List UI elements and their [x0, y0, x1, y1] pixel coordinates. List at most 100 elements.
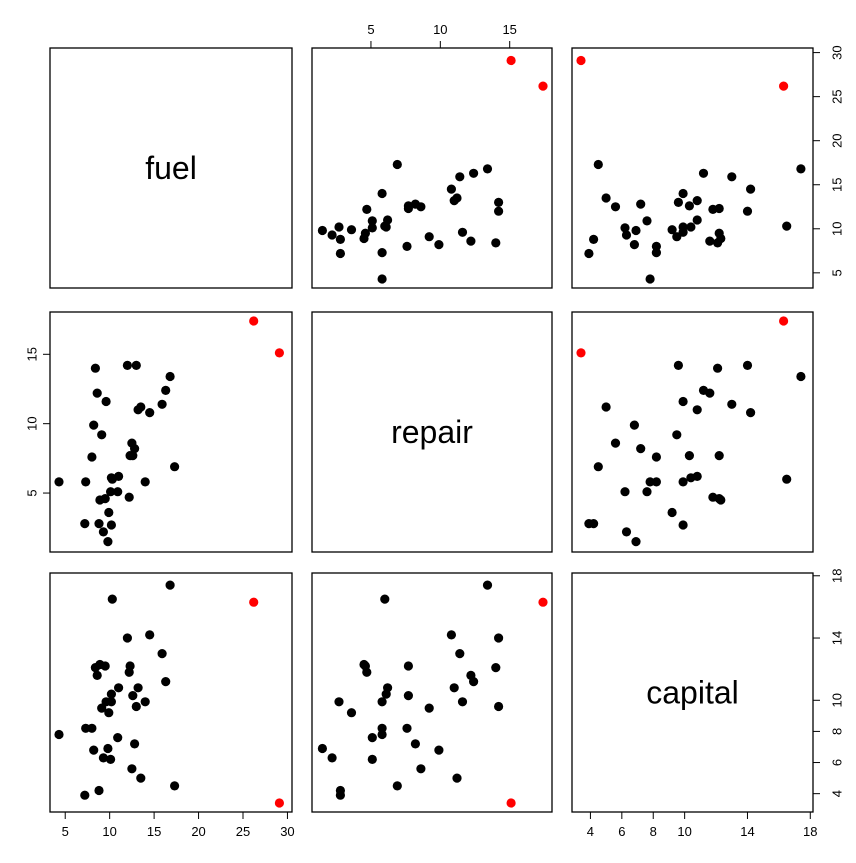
point-capital-repair-black-12: [678, 396, 688, 407]
point-capital-repair-black-18: [782, 474, 792, 484]
diagonal-panel-repair: [311, 311, 553, 553]
point-repair-capital-black-15: [367, 754, 377, 765]
point-capital-repair-black-32: [727, 399, 737, 409]
point-fuel-repair-black-33: [161, 385, 171, 395]
point-fuel-repair-black-19: [113, 487, 123, 497]
point-fuel-repair-black-13: [103, 537, 113, 547]
point-repair-fuel-black-5: [491, 238, 501, 248]
point-fuel-repair-black-27: [131, 360, 141, 370]
point-fuel-capital-black-26: [130, 739, 140, 749]
point-fuel-capital-black-4: [89, 745, 99, 755]
point-capital-repair-black-5: [713, 363, 723, 373]
point-capital-repair-red-1: [576, 348, 586, 358]
point-fuel-capital-black-7: [94, 785, 104, 796]
point-capital-fuel-black-15: [620, 223, 630, 233]
point-fuel-capital-black-17: [106, 689, 116, 699]
point-capital-fuel-black-26: [636, 199, 646, 209]
point-repair-fuel-black-13: [317, 225, 327, 236]
point-repair-capital-black-14: [346, 708, 357, 718]
point-repair-capital-black-32: [455, 649, 465, 659]
point-repair-fuel-black-15: [367, 223, 377, 233]
point-repair-fuel-black-29: [452, 193, 462, 203]
tick-label-repair-10: 10: [25, 416, 40, 430]
point-repair-capital-black-12: [457, 697, 468, 707]
point-repair-fuel-black-1: [335, 248, 345, 259]
point-fuel-capital-black-29: [136, 773, 146, 783]
point-fuel-repair-black-9: [97, 430, 107, 440]
point-capital-repair-black-27: [673, 360, 684, 370]
point-repair-capital-black-31: [446, 630, 456, 640]
point-fuel-repair-black-3: [87, 452, 97, 462]
point-repair-fuel-black-11: [360, 228, 370, 238]
point-repair-fuel-black-22: [362, 204, 372, 214]
point-capital-fuel-black-21: [742, 206, 753, 216]
point-capital-fuel-black-10: [621, 230, 632, 240]
tick-label-fuel-30: 30: [830, 45, 845, 59]
point-fuel-capital-black-11: [100, 661, 110, 671]
point-repair-capital-black-28: [449, 683, 459, 693]
point-repair-capital-black-21: [494, 633, 504, 643]
point-repair-fuel-black-21: [494, 206, 504, 216]
point-capital-repair-black-31: [746, 408, 756, 418]
panel-fuel-vs-capital: [571, 47, 814, 289]
tick-label-capital-6: 6: [618, 824, 625, 839]
tick-label-capital-6: 6: [830, 759, 845, 766]
point-fuel-repair-black-7: [94, 519, 104, 529]
point-repair-capital-black-34: [482, 580, 493, 590]
tick-label-fuel-5: 5: [62, 824, 69, 839]
point-fuel-capital-red-0: [249, 597, 259, 607]
point-capital-fuel-black-20: [692, 215, 702, 225]
point-capital-repair-black-16: [678, 520, 688, 530]
variable-label-capital: capital: [646, 675, 739, 711]
point-capital-fuel-black-32: [727, 172, 737, 182]
point-fuel-repair-black-2: [81, 477, 91, 487]
point-capital-repair-black-23: [714, 451, 724, 461]
point-repair-fuel-black-2: [377, 248, 387, 258]
point-capital-fuel-red-1: [576, 55, 586, 66]
point-repair-fuel-black-32: [455, 172, 465, 182]
point-repair-capital-black-26: [410, 739, 420, 749]
tick-label-repair-15: 15: [502, 22, 516, 37]
point-repair-capital-black-3: [402, 723, 412, 733]
point-fuel-capital-black-1: [80, 790, 90, 800]
panel-repair-vs-fuel: [49, 311, 293, 553]
point-capital-repair-black-9: [672, 430, 682, 440]
point-capital-fuel-black-25: [684, 201, 695, 211]
tick-label-fuel-15: 15: [830, 178, 845, 192]
point-repair-capital-black-18: [380, 594, 390, 604]
point-repair-fuel-black-16: [334, 222, 344, 232]
point-fuel-repair-red-0: [249, 316, 259, 326]
point-fuel-capital-black-15: [106, 754, 116, 765]
point-capital-fuel-black-4: [629, 240, 640, 250]
panel-capital-vs-fuel: [49, 572, 293, 813]
point-capital-repair-black-10: [621, 527, 632, 537]
point-fuel-repair-black-21: [122, 360, 132, 370]
point-repair-fuel-black-4: [434, 240, 444, 250]
point-capital-fuel-black-27: [673, 197, 684, 207]
point-capital-fuel-black-29: [601, 193, 611, 203]
point-fuel-capital-black-27: [131, 701, 141, 712]
point-capital-repair-black-35: [593, 462, 603, 472]
variable-label-fuel: fuel: [145, 150, 197, 186]
point-fuel-repair-black-11: [100, 494, 110, 504]
point-fuel-capital-black-20: [114, 683, 124, 693]
point-capital-fuel-black-6: [705, 236, 715, 246]
tick-label-capital-8: 8: [830, 728, 845, 735]
point-fuel-repair-black-12: [101, 396, 111, 407]
point-repair-capital-black-2: [377, 723, 387, 733]
point-capital-repair-black-26: [636, 444, 646, 454]
point-fuel-repair-black-32: [157, 399, 167, 409]
tick-label-fuel-25: 25: [236, 824, 250, 839]
point-repair-fuel-red-1: [506, 55, 516, 66]
point-capital-fuel-black-16: [678, 222, 688, 232]
tick-label-repair-5: 5: [367, 22, 374, 37]
point-repair-fuel-black-20: [383, 215, 393, 225]
point-repair-fuel-black-27: [494, 197, 504, 207]
panel-fuel-vs-repair: [311, 47, 553, 289]
tick-label-repair-5: 5: [25, 489, 40, 496]
tick-label-capital-4: 4: [830, 790, 845, 797]
point-fuel-capital-black-24: [127, 764, 137, 774]
point-fuel-capital-black-19: [113, 733, 123, 743]
point-fuel-repair-black-10: [98, 527, 108, 537]
